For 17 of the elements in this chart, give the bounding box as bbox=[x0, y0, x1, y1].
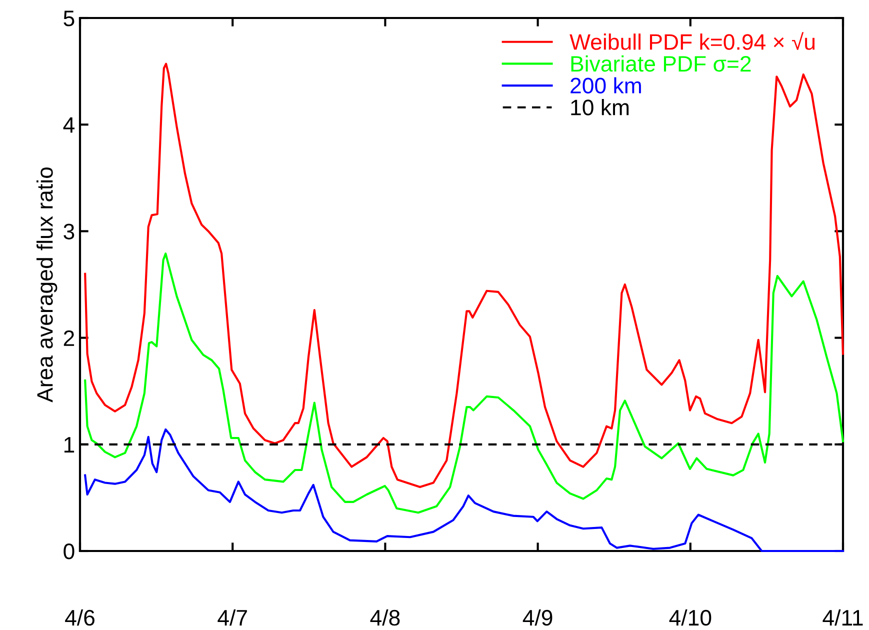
legend-label: Weibull PDF k=0.94 × √u bbox=[570, 32, 815, 50]
x-tick-label: 4/10 bbox=[669, 609, 712, 626]
y-tick-label: 1 bbox=[64, 437, 74, 452]
x-tick-label: 4/11 bbox=[822, 609, 863, 626]
y-axis-title: Area averaged flux ratio bbox=[36, 167, 58, 402]
y-tick-label: 2 bbox=[64, 330, 74, 346]
x-tick-label: 4/8 bbox=[370, 609, 400, 626]
legend-label: 200 km bbox=[570, 77, 641, 94]
x-tick-label: 4/9 bbox=[522, 609, 552, 626]
y-tick-label: 3 bbox=[64, 224, 74, 240]
legend-label: 10 km bbox=[571, 99, 629, 116]
x-tick-label: 4/6 bbox=[65, 609, 94, 626]
y-tick-label: 4 bbox=[63, 117, 74, 133]
y-tick-label: 5 bbox=[64, 10, 74, 26]
legend-label: Bivariate PDF σ=2 bbox=[571, 55, 751, 72]
y-tick-label: 0 bbox=[64, 544, 74, 560]
x-tick-label: 4/7 bbox=[218, 609, 247, 626]
